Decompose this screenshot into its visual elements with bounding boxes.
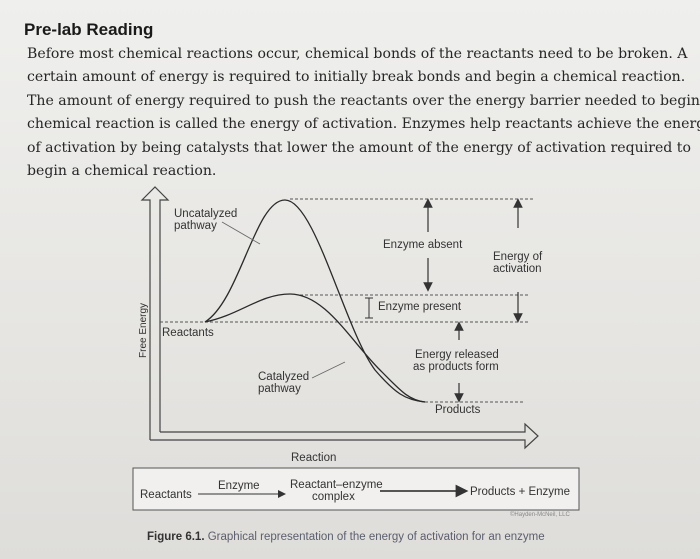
scheme-complex-2: complex	[312, 491, 355, 503]
activation-label: Energy of	[493, 251, 543, 263]
y-axis-label: Free Energy	[138, 303, 149, 358]
catalyzed-label-2: pathway	[258, 383, 301, 395]
paragraph-line: of activation by being catalysts that lo…	[27, 139, 691, 156]
paragraph-line: chemical reaction is called the energy o…	[27, 116, 700, 133]
scheme-complex: Reactant–enzyme	[290, 479, 383, 491]
y-axis	[140, 186, 170, 440]
x-axis-label: Reaction	[291, 452, 336, 464]
activation-label-2: activation	[493, 263, 542, 275]
enzyme-absent-label: Enzyme absent	[383, 239, 463, 251]
paragraph-line: The amount of energy required to push th…	[27, 92, 700, 109]
caption-number: Figure 6.1.	[147, 531, 205, 543]
energy-released-label-2: as products form	[413, 361, 499, 373]
figure-credit: ©Hayden-McNeil, LLC	[510, 512, 570, 518]
scheme-enzyme: Enzyme	[218, 480, 260, 492]
uncatalyzed-leader	[221, 221, 261, 245]
reactants-label: Reactants	[162, 327, 214, 339]
products-label: Products	[435, 404, 481, 416]
uncatalyzed-label: Uncatalyzed	[174, 208, 237, 220]
scheme-reactants: Reactants	[140, 489, 192, 501]
x-axis	[150, 422, 539, 450]
scheme-result: Products + Enzyme	[470, 486, 570, 498]
section-heading: Pre-lab Reading	[24, 20, 154, 39]
enzyme-present-label: Enzyme present	[378, 301, 462, 313]
catalyzed-leader	[311, 361, 346, 379]
caption-text: Graphical representation of the energy o…	[207, 531, 545, 543]
catalyzed-curve	[204, 293, 426, 403]
paragraph-line: certain amount of energy is required to …	[27, 69, 686, 86]
reaction-scheme-box	[132, 467, 580, 511]
paragraph-line: Before most chemical reactions occur, ch…	[27, 46, 688, 62]
reading-paragraph: Before most chemical reactions occur, ch…	[27, 43, 700, 183]
paragraph-line: begin a chemical reaction.	[27, 163, 217, 180]
figure-caption: Figure 6.1. Graphical representation of …	[147, 531, 545, 543]
uncatalyzed-curve	[204, 199, 426, 403]
catalyzed-label: Catalyzed	[258, 371, 309, 383]
uncatalyzed-label-2: pathway	[174, 220, 217, 232]
energy-released-label: Energy released	[415, 349, 499, 361]
